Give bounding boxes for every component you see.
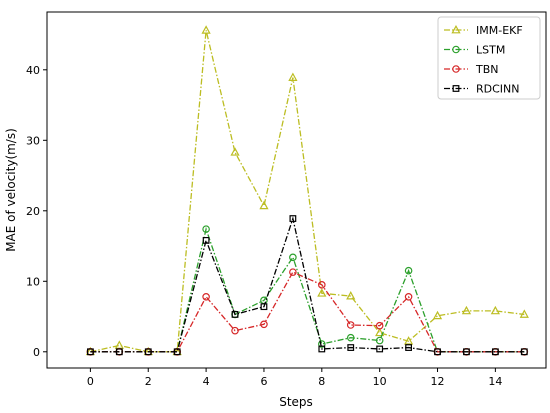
- data-point-tbn: [346, 321, 355, 329]
- x-tick-label: 12: [431, 375, 445, 388]
- data-point-tbn: [375, 321, 384, 330]
- data-point-imm-ekf: [259, 200, 269, 210]
- legend-marker-rdcinn: [452, 85, 460, 92]
- series-line-rdcinn: [90, 216, 525, 353]
- data-point-tbn: [260, 320, 268, 329]
- plot-frame: [46, 11, 547, 369]
- data-point-rdcinn: [173, 348, 181, 356]
- data-point-tbn: [289, 268, 297, 276]
- data-point-imm-ekf: [403, 336, 414, 345]
- data-point-rdcinn: [86, 348, 94, 356]
- y-tick-label: 30: [26, 134, 40, 147]
- data-point-rdcinn: [376, 345, 384, 353]
- x-tick-label: 10: [373, 375, 387, 388]
- y-axis-label: MAE of velocity(m/s): [4, 128, 18, 252]
- series-rdcinn: [86, 215, 528, 356]
- data-point-rdcinn: [347, 344, 355, 351]
- data-point-tbn: [404, 292, 413, 301]
- data-point-tbn: [202, 292, 210, 301]
- legend-marker-lstm: [452, 45, 460, 54]
- x-tick-label: 0: [87, 375, 94, 388]
- legend-marker-imm-ekf: [451, 24, 461, 34]
- data-point-imm-ekf: [230, 147, 240, 156]
- data-point-rdcinn: [405, 344, 412, 351]
- data-point-rdcinn: [144, 348, 152, 356]
- y-tick-label: 40: [26, 64, 40, 77]
- data-point-imm-ekf: [432, 310, 443, 320]
- data-point-lstm: [404, 266, 413, 275]
- x-tick-label: 4: [203, 375, 210, 388]
- data-point-rdcinn: [434, 348, 441, 356]
- data-point-imm-ekf: [201, 25, 211, 34]
- data-point-imm-ekf: [490, 305, 500, 315]
- data-point-imm-ekf: [346, 291, 356, 300]
- y-axis: 0 10 20 30 40: [26, 64, 47, 359]
- x-axis-label: Steps: [279, 395, 313, 409]
- legend-label-tbn: TBN: [475, 63, 499, 76]
- legend-label-imm-ekf: IMM-EKF: [476, 24, 523, 37]
- data-point-imm-ekf: [375, 327, 385, 337]
- data-point-lstm: [375, 336, 384, 345]
- data-point-tbn: [318, 281, 326, 289]
- x-tick-label: 14: [488, 375, 502, 388]
- data-point-rdcinn: [289, 215, 297, 222]
- y-tick-label: 10: [26, 275, 40, 288]
- legend-marker-tbn: [452, 65, 460, 73]
- legend-box: [437, 16, 541, 100]
- series-layer: [85, 25, 529, 356]
- data-point-lstm: [202, 225, 210, 233]
- x-tick-label: 2: [145, 375, 152, 388]
- y-tick-label: 20: [26, 205, 40, 218]
- legend-label-rdcinn: RDCINN: [476, 83, 520, 96]
- data-point-imm-ekf: [519, 309, 529, 318]
- data-point-imm-ekf: [288, 72, 298, 81]
- y-tick-label: 0: [33, 346, 40, 359]
- data-point-rdcinn: [520, 348, 528, 356]
- legend: IMM-EKF LSTM TBN RDCINN: [437, 16, 541, 100]
- data-point-rdcinn: [491, 348, 499, 356]
- x-axis: 0 2 4 6 8 10 12 14: [87, 368, 502, 388]
- data-point-tbn: [231, 326, 239, 335]
- data-point-rdcinn: [318, 345, 326, 353]
- data-point-rdcinn: [202, 237, 210, 244]
- data-point-rdcinn: [115, 348, 123, 356]
- x-tick-label: 6: [260, 375, 267, 388]
- legend-label-lstm: LSTM: [476, 44, 505, 57]
- x-tick-label: 8: [318, 375, 325, 388]
- data-point-rdcinn: [463, 348, 470, 356]
- data-point-imm-ekf: [461, 305, 472, 315]
- data-point-rdcinn: [231, 311, 239, 318]
- data-point-lstm: [289, 253, 297, 262]
- data-point-rdcinn: [260, 303, 268, 311]
- data-point-lstm: [346, 333, 355, 342]
- data-point-imm-ekf: [317, 288, 327, 297]
- data-point-lstm: [318, 340, 326, 348]
